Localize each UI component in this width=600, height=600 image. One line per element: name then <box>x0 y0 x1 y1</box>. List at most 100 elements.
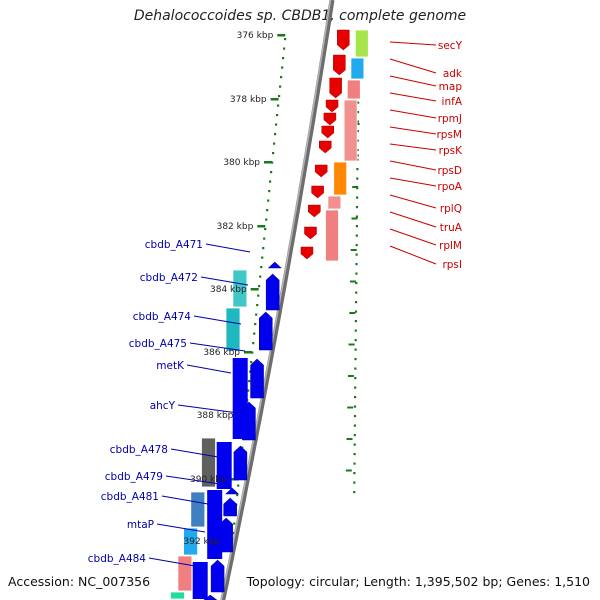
outer-ruler-dot <box>353 472 356 475</box>
forward-gene-arrow <box>300 246 314 260</box>
reverse-gene-label: cbdb_A479 <box>105 471 163 483</box>
forward-gene-label: rpsK <box>439 145 463 157</box>
outer-ruler-dot <box>356 149 359 152</box>
cog-color-block <box>354 29 369 58</box>
forward-gene-arrow <box>323 112 337 126</box>
inner-ruler-dot <box>265 218 268 221</box>
outer-ruler-dot <box>356 168 359 171</box>
kbp-tick-label: 384 kbp <box>210 285 247 295</box>
outer-ruler-dot <box>354 367 357 370</box>
reverse-gene-block <box>192 562 208 599</box>
forward-gene-arrow <box>314 164 328 178</box>
forward-gene-label: truA <box>440 222 463 234</box>
forward-gene-leader <box>389 92 437 102</box>
forward-gene-label: rplM <box>439 240 462 252</box>
outer-ruler-dot <box>356 120 359 123</box>
outer-ruler-dot <box>355 206 359 209</box>
reverse-gene-leader <box>148 557 196 567</box>
reverse-gene-leader <box>156 523 206 533</box>
inner-ruler-dot <box>261 256 264 259</box>
reverse-gene-leader <box>205 243 251 253</box>
inner-ruler-dot <box>284 38 287 41</box>
reverse-gene-label: cbdb_A481 <box>101 491 159 503</box>
outer-ruler-dot <box>354 358 357 361</box>
inner-ruler-dot <box>237 484 240 487</box>
outer-ruler-dot <box>356 196 359 199</box>
kbp-tick-label: 386 kbp <box>203 348 240 358</box>
forward-gene-label: rpoA <box>437 181 462 193</box>
cog-color-block <box>327 195 342 210</box>
forward-gene-arrow <box>337 29 350 51</box>
outer-ruler-dot <box>356 177 359 180</box>
cog-color-block <box>346 79 361 100</box>
outer-ruler-dash <box>346 438 353 440</box>
cog-column-layer <box>170 29 369 600</box>
reverse-gene-arrow <box>259 311 273 351</box>
inner-ruler-dot <box>259 275 262 278</box>
inner-ruler-dot <box>253 332 256 335</box>
inner-ruler-dot <box>251 351 254 354</box>
inner-ruler-dot <box>269 180 272 183</box>
outer-ruler-dot <box>353 453 356 456</box>
major-tick <box>250 288 259 291</box>
forward-gene-leader <box>389 160 437 171</box>
inner-ruler-dot <box>276 114 279 117</box>
reverse-gene-leader <box>200 276 249 286</box>
cog-color-block <box>343 99 358 162</box>
outer-ruler-dot <box>355 291 358 294</box>
outer-ruler-dot <box>356 130 359 133</box>
outer-ruler-dot <box>354 377 357 380</box>
reverse-gene-arrow <box>223 497 237 517</box>
cog-color-block <box>325 209 339 262</box>
forward-gene-leader <box>389 177 437 187</box>
outer-ruler-dash <box>350 249 357 251</box>
major-tick <box>257 225 266 228</box>
forward-gene-arrow <box>308 204 321 218</box>
forward-gene-arrow <box>329 77 342 99</box>
forward-gene-label: rpsI <box>442 259 462 271</box>
forward-gene-leader <box>389 126 437 135</box>
inner-ruler-dot <box>283 47 286 50</box>
forward-gene-leader <box>389 109 437 119</box>
reverse-gene-leader <box>177 404 239 414</box>
outer-ruler-dot <box>353 491 356 494</box>
outer-ruler-dot <box>355 282 358 285</box>
reverse-gene-arrow <box>250 358 264 399</box>
inner-ruler-dot <box>273 142 276 145</box>
inner-ruler-dot <box>280 76 283 79</box>
forward-gene-label: rpsD <box>437 165 462 177</box>
outer-ruler-dot <box>354 386 357 389</box>
reverse-gene-block <box>216 442 232 489</box>
outer-ruler-dot <box>353 434 356 437</box>
reverse-gene-leader <box>170 448 219 458</box>
reverse-gene-leader <box>189 342 246 352</box>
inner-ruler-dot <box>257 294 260 297</box>
outer-ruler-dot <box>355 244 358 247</box>
outer-ruler-dot <box>356 111 360 114</box>
outer-ruler-dot <box>356 139 359 142</box>
reverse-gene-label: ahcY <box>150 400 176 412</box>
inner-ruler-dot <box>247 389 250 392</box>
forward-gene-leader <box>389 245 437 265</box>
inner-ruler-dot <box>274 133 277 136</box>
gene-layer <box>192 29 350 600</box>
kbp-tick-label: 380 kbp <box>223 158 260 168</box>
inner-ruler-dot <box>258 285 261 288</box>
inner-ruler-dot <box>263 237 266 240</box>
cog-color-block <box>190 491 206 528</box>
outer-ruler-dash <box>350 280 356 283</box>
outer-ruler-dot <box>354 396 357 399</box>
inner-ruler-dot <box>270 171 273 174</box>
cog-color-block <box>177 555 193 592</box>
reverse-gene-label: cbdb_A484 <box>88 553 147 565</box>
forward-gene-label: rpsM <box>436 129 462 141</box>
forward-gene-label: map <box>439 81 463 93</box>
reverse-gene-block <box>232 358 248 439</box>
reverse-gene-label: cbdb_A478 <box>110 444 168 456</box>
forward-gene-arrow <box>319 140 332 154</box>
kbp-tick-label: 376 kbp <box>237 31 274 41</box>
inner-ruler-dot <box>254 323 257 326</box>
backbone-highlight <box>220 0 332 600</box>
cog-color-block <box>333 161 348 196</box>
